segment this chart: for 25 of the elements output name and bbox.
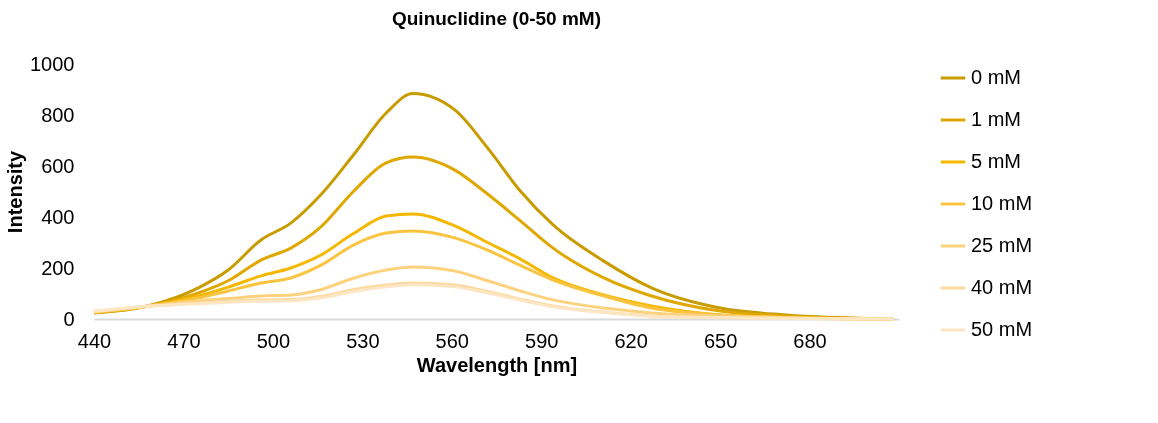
x-tick-label: 500 [256, 329, 291, 352]
x-axis-title: Wavelength [nm] [416, 353, 578, 376]
chart-title: Quinuclidine (0-50 mM) [391, 8, 602, 29]
x-tick-label: 470 [167, 329, 201, 352]
y-tick-label: 0 [63, 307, 75, 330]
legend-label: 10 mM [971, 192, 1033, 214]
legend-label: 0 mM [971, 66, 1021, 88]
legend-label: 40 mM [971, 276, 1033, 298]
x-tick-label: 590 [525, 329, 559, 352]
y-tick-label: 200 [41, 256, 75, 279]
y-tick-label: 400 [41, 205, 75, 228]
legend-label: 1 mM [971, 108, 1021, 130]
x-tick-label: 620 [614, 329, 648, 352]
x-tick-label: 530 [346, 329, 380, 352]
y-axis-title: Intensity [4, 150, 27, 234]
x-tick-label: 440 [77, 329, 112, 352]
legend-label: 25 mM [971, 234, 1033, 256]
legend-label: 5 mM [971, 150, 1021, 172]
x-tick-label: 680 [793, 329, 827, 352]
y-tick-label: 1000 [30, 52, 75, 75]
legend-label: 50 mM [971, 318, 1033, 340]
y-tick-label: 600 [41, 154, 75, 177]
x-tick-label: 560 [435, 329, 469, 352]
y-tick-label: 800 [41, 103, 75, 126]
x-tick-label: 650 [703, 329, 738, 352]
